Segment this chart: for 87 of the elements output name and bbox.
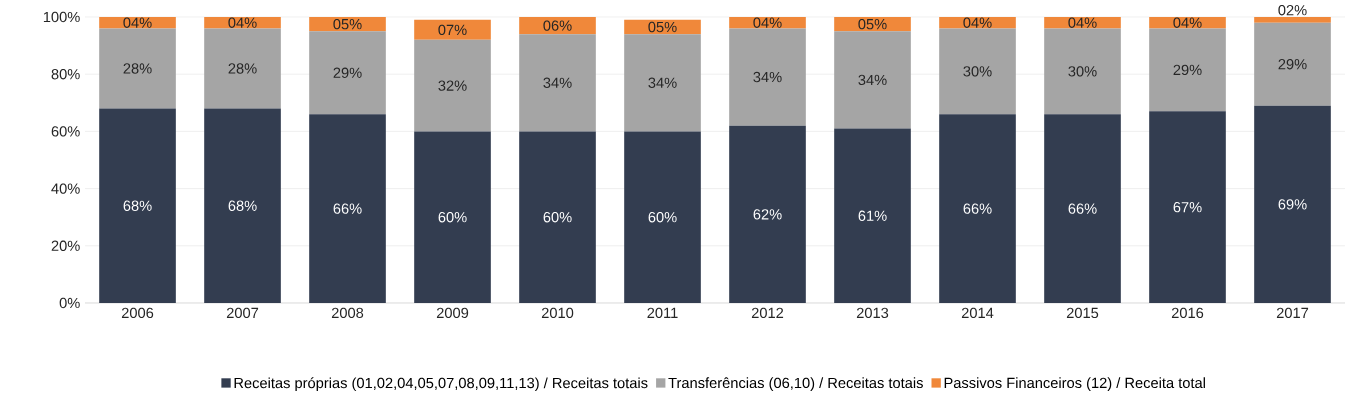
bar bbox=[414, 19, 491, 40]
data-label: 69% bbox=[1278, 199, 1307, 210]
data-label: 34% bbox=[858, 74, 887, 86]
bar bbox=[99, 108, 176, 303]
data-label: 66% bbox=[1068, 203, 1097, 214]
x-tick-label: 2016 bbox=[1171, 307, 1204, 319]
bar bbox=[1044, 28, 1121, 115]
data-label: 34% bbox=[753, 71, 782, 83]
data-label: 66% bbox=[963, 203, 992, 214]
x-tick-label: 2015 bbox=[1066, 307, 1099, 319]
x-tick-label: 2011 bbox=[647, 307, 678, 319]
data-label: 29% bbox=[333, 67, 362, 78]
data-label: 34% bbox=[543, 77, 572, 88]
x-tick-label: 2008 bbox=[331, 307, 364, 319]
bar bbox=[309, 114, 386, 303]
bar bbox=[1149, 28, 1226, 112]
y-tick-label: 0% bbox=[59, 297, 80, 309]
data-label: 29% bbox=[1173, 64, 1202, 76]
data-label: 04% bbox=[753, 17, 782, 28]
bar bbox=[519, 131, 596, 303]
bar bbox=[624, 19, 701, 35]
bar bbox=[1254, 16, 1331, 23]
bar bbox=[519, 16, 596, 35]
x-tick-label: 2009 bbox=[436, 307, 469, 319]
data-label: 05% bbox=[648, 21, 677, 33]
x-tick-label: 2014 bbox=[961, 307, 994, 319]
bar bbox=[1254, 22, 1331, 106]
data-label: 61% bbox=[858, 210, 887, 221]
bar bbox=[204, 28, 281, 109]
data-label: 02% bbox=[1278, 5, 1307, 16]
bar bbox=[204, 108, 281, 303]
x-tick-label: 2010 bbox=[541, 307, 574, 319]
data-label: 05% bbox=[858, 18, 887, 30]
legend-label: Receitas próprias (01,02,04,05,07,08,09,11,13) / Receitas totais bbox=[234, 377, 648, 392]
bar bbox=[834, 16, 911, 32]
bar bbox=[1254, 105, 1331, 303]
data-label: 04% bbox=[1068, 17, 1097, 28]
data-label: 60% bbox=[543, 212, 572, 223]
data-label: 04% bbox=[963, 17, 992, 28]
bar bbox=[309, 16, 386, 32]
data-label: 30% bbox=[1068, 66, 1097, 77]
data-label: 62% bbox=[753, 209, 782, 220]
legend-label: Passivos Financeiros (12) / Receita total bbox=[944, 377, 1205, 391]
data-label: 07% bbox=[438, 24, 467, 36]
bar bbox=[414, 39, 491, 132]
data-label: 32% bbox=[438, 80, 467, 91]
data-label: 06% bbox=[543, 20, 572, 31]
data-label: 67% bbox=[1173, 202, 1202, 213]
y-tick-label: 80% bbox=[51, 69, 80, 80]
data-label: 28% bbox=[228, 63, 257, 74]
legend-label: Transferências (06,10) / Receitas totais bbox=[668, 377, 923, 391]
data-label: 66% bbox=[333, 203, 362, 214]
bar bbox=[729, 28, 806, 126]
data-label: 34% bbox=[648, 77, 677, 88]
x-tick-label: 2006 bbox=[121, 307, 154, 319]
x-tick-label: 2017 bbox=[1276, 307, 1309, 319]
data-label: 05% bbox=[333, 18, 362, 30]
data-label: 30% bbox=[963, 66, 992, 77]
bar bbox=[729, 125, 806, 303]
y-tick-label: 40% bbox=[51, 183, 80, 194]
bar bbox=[519, 34, 596, 132]
bar bbox=[1044, 114, 1121, 303]
bar bbox=[624, 34, 701, 132]
x-tick-label: 2012 bbox=[751, 307, 784, 319]
bar bbox=[99, 28, 176, 109]
data-label: 29% bbox=[1278, 59, 1307, 70]
bar bbox=[834, 128, 911, 303]
x-tick-label: 2007 bbox=[226, 307, 259, 319]
data-label: 04% bbox=[228, 17, 257, 28]
y-tick-label: 100% bbox=[43, 11, 80, 23]
bar bbox=[1149, 111, 1226, 303]
bar bbox=[939, 114, 1016, 303]
data-label: 60% bbox=[648, 212, 677, 223]
bar bbox=[834, 31, 911, 129]
data-label: 60% bbox=[438, 212, 467, 223]
data-label: 28% bbox=[123, 63, 152, 74]
data-label: 68% bbox=[228, 200, 257, 211]
x-tick-label: 2013 bbox=[856, 307, 889, 319]
y-tick-label: 60% bbox=[51, 126, 80, 137]
bar bbox=[939, 28, 1016, 115]
bar bbox=[624, 131, 701, 303]
y-tick-label: 20% bbox=[51, 240, 80, 251]
bar bbox=[414, 131, 491, 303]
data-label: 68% bbox=[123, 200, 152, 211]
data-label: 04% bbox=[123, 17, 152, 28]
data-label: 04% bbox=[1173, 17, 1202, 28]
bar bbox=[309, 31, 386, 115]
